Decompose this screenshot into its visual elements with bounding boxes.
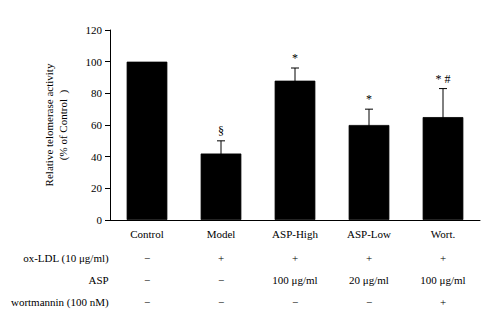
svg-text:ASP-Low: ASP-Low [347,228,391,240]
svg-text:+: + [218,252,224,264]
svg-text:ASP: ASP [89,274,109,286]
svg-text:20: 20 [91,182,103,194]
svg-text:80: 80 [91,87,103,99]
svg-text:−: − [366,296,372,308]
svg-text:100: 100 [86,56,103,68]
svg-text:−: − [144,252,150,264]
svg-text:40: 40 [91,151,103,163]
svg-text:Model: Model [207,228,236,240]
svg-text:100 μg/ml: 100 μg/ml [272,274,317,286]
svg-text:−: − [144,296,150,308]
svg-text:ox-LDL (10 μg/ml): ox-LDL (10 μg/ml) [23,252,109,265]
svg-text:−: − [218,274,224,286]
svg-text:20 μg/ml: 20 μg/ml [349,274,389,286]
svg-text:+: + [366,252,372,264]
svg-text:+: + [440,296,446,308]
svg-text:−: − [218,296,224,308]
svg-text:−: − [144,274,150,286]
svg-text:+: + [440,252,446,264]
svg-text:*: * [366,92,372,106]
svg-text:ASP-High: ASP-High [272,228,318,240]
svg-text:120: 120 [86,24,103,36]
svg-text:*: * [292,51,298,65]
svg-text:−: − [292,296,298,308]
svg-text:Wort.: Wort. [431,228,456,240]
svg-text:Control: Control [130,228,164,240]
svg-text:Relative telomerase activity: Relative telomerase activity [43,63,55,186]
svg-text:0: 0 [97,214,103,226]
svg-text:100 μg/ml: 100 μg/ml [420,274,465,286]
svg-text:wortmannin (100 nM): wortmannin (100 nM) [11,296,109,309]
svg-text:* #: * # [436,72,451,86]
svg-text:(% of Control ): (% of Control ) [57,90,70,161]
svg-text:60: 60 [91,119,103,131]
svg-text:+: + [292,252,298,264]
svg-text:§: § [218,124,224,138]
